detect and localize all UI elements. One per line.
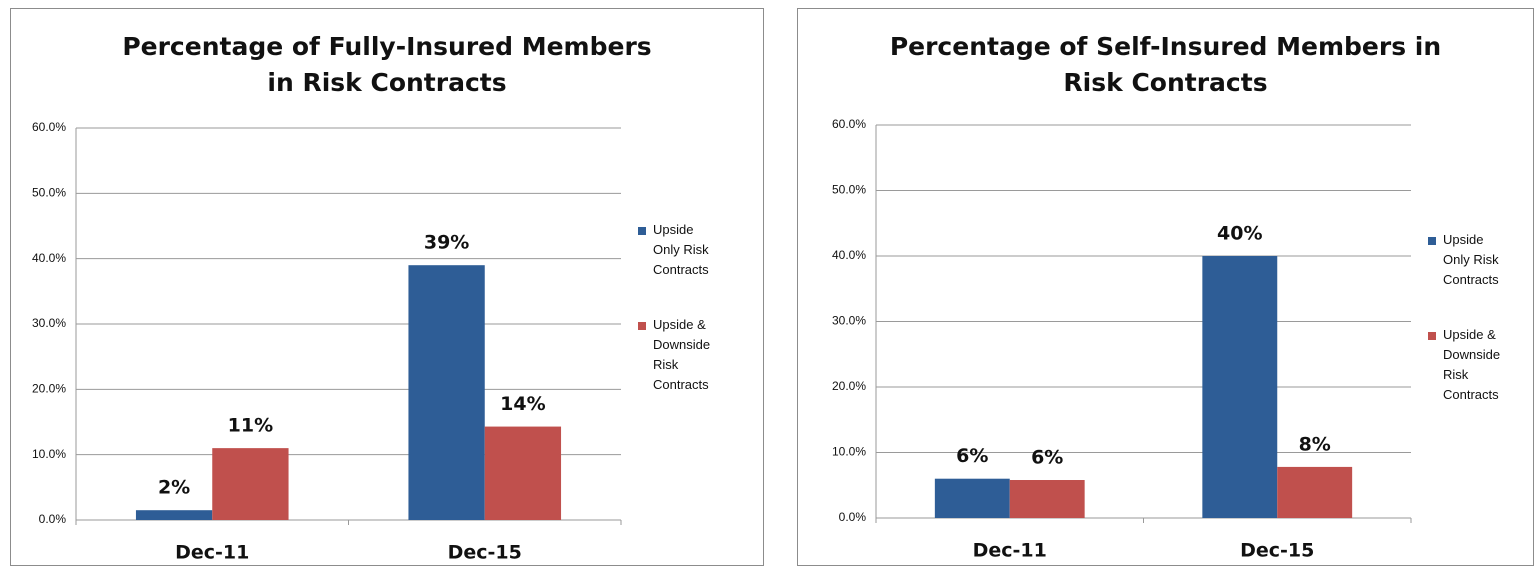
y-tick-label: 30.0% — [32, 316, 66, 330]
chart-title-box: Percentage of Self-Insured Members in Ri… — [798, 29, 1533, 101]
y-tick-label: 10.0% — [832, 445, 866, 459]
chart: 0.0% 10.0% 20.0% 30.0% 40.0% 50.0% 60.0% Dec-11… — [832, 117, 1500, 562]
data-label: 6% — [1031, 447, 1063, 469]
y-tick-label: 40.0% — [32, 251, 66, 265]
data-label: 11% — [228, 415, 273, 437]
chart: 0.0% 10.0% 20.0% 30.0% 40.0% 50.0% 60.0% Dec-11… — [32, 120, 710, 564]
legend-label: Upside & Downside Risk Contracts — [1443, 327, 1500, 402]
data-label: 8% — [1299, 433, 1331, 455]
y-tick-label: 60.0% — [32, 120, 66, 134]
data-label: 2% — [158, 477, 190, 499]
data-label: 6% — [956, 445, 988, 467]
legend-swatch — [1428, 237, 1436, 245]
chart-panel: Percentage of Fully-Insured Members in R… — [10, 8, 764, 566]
data-label: 40% — [1217, 223, 1262, 245]
x-tick-label: Dec-11 — [175, 542, 249, 564]
y-tick-label: 0.0% — [839, 510, 867, 524]
bar — [1202, 256, 1278, 518]
legend-label: Upside Only Risk Contracts — [653, 222, 709, 277]
chart-title: Percentage of Self-Insured Members in Ri… — [889, 32, 1442, 97]
legend-swatch — [638, 227, 646, 235]
bar — [408, 265, 485, 520]
bar — [1009, 480, 1085, 518]
bar — [212, 448, 289, 520]
y-tick-label: 20.0% — [32, 382, 66, 396]
x-tick-label: Dec-15 — [1240, 540, 1314, 562]
bar — [135, 510, 213, 520]
chart-panel: Percentage of Self-Insured Members in Ri… — [797, 8, 1534, 566]
bar — [484, 426, 562, 520]
bar — [934, 478, 1010, 518]
legend-label: Upside & Downside Risk Contracts — [653, 317, 710, 392]
chart-title-box: Percentage of Fully-Insured Members in R… — [11, 29, 763, 101]
x-tick-label: Dec-11 — [973, 540, 1047, 562]
y-tick-label: 0.0% — [39, 512, 67, 526]
legend-swatch — [638, 322, 646, 330]
y-tick-label: 50.0% — [32, 186, 66, 200]
y-tick-label: 20.0% — [832, 379, 866, 393]
x-tick-label: Dec-15 — [448, 542, 522, 564]
y-tick-label: 60.0% — [832, 117, 866, 131]
y-tick-label: 10.0% — [32, 447, 66, 461]
y-tick-label: 50.0% — [832, 183, 866, 197]
bar — [1277, 466, 1353, 518]
legend-label: Upside Only Risk Contracts — [1443, 232, 1499, 287]
legend-swatch — [1428, 332, 1436, 340]
data-label: 14% — [500, 393, 545, 415]
y-tick-label: 30.0% — [832, 314, 866, 328]
data-label: 39% — [424, 232, 469, 254]
y-tick-label: 40.0% — [832, 248, 866, 262]
chart-title: Percentage of Fully-Insured Members in R… — [122, 32, 652, 97]
